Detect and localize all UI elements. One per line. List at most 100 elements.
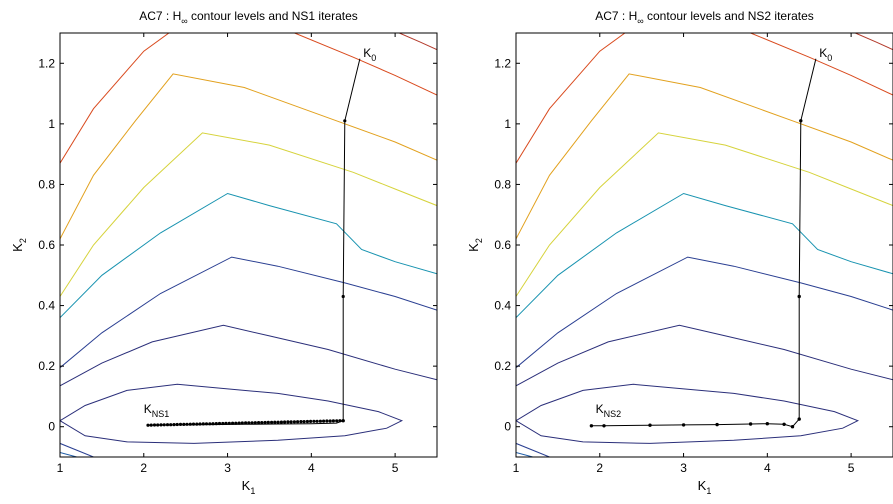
iterate-marker — [715, 422, 719, 427]
iterate-marker — [211, 422, 215, 426]
chart-1-title: AC7 : H∞ contour levels and NS1 iterates — [139, 9, 358, 26]
iterate-marker — [343, 119, 347, 123]
iterate-marker — [315, 419, 319, 423]
chart-2-ylabel: K2 — [466, 238, 484, 252]
iterate-marker — [299, 420, 303, 424]
contour-level-5 — [516, 132, 893, 297]
iterate-marker — [765, 422, 769, 426]
iterate-marker — [797, 417, 801, 421]
y-tick-label: 0 — [48, 420, 55, 434]
y-tick-label: 1.2 — [494, 56, 511, 70]
contour-level-1 — [60, 383, 404, 444]
annotation-final: KNS1 — [144, 402, 170, 419]
iterate-marker — [188, 422, 192, 426]
iterate-marker — [185, 422, 189, 426]
chart-2-xlabel: K1 — [698, 478, 712, 496]
iterate-marker — [309, 419, 313, 423]
iterate-marker — [240, 421, 244, 425]
x-tick-label: 2 — [140, 461, 147, 475]
contour-level-4 — [60, 192, 437, 319]
iterate-marker — [208, 422, 212, 426]
x-tick-label: 3 — [224, 461, 231, 475]
iterate-marker — [165, 423, 170, 427]
iterate-marker — [224, 421, 228, 425]
iterate-marker — [244, 421, 248, 425]
iterate-marker — [263, 420, 267, 425]
iterate-marker — [325, 419, 329, 423]
y-tick-label: 0.6 — [494, 238, 511, 252]
contour-level-2 — [60, 324, 437, 387]
iterate-marker — [790, 425, 795, 429]
contour-level-1 — [516, 383, 860, 444]
iterate-marker — [149, 423, 153, 427]
y-tick-label: 1 — [504, 117, 511, 131]
iterate-marker — [253, 421, 257, 425]
contour-level-3 — [60, 256, 437, 369]
iterate-marker — [322, 419, 326, 423]
iterates-path — [147, 58, 361, 426]
contour-level-5 — [60, 132, 437, 297]
iterate-marker — [152, 423, 157, 427]
y-tick-label: 0.4 — [38, 299, 55, 313]
iterate-marker — [328, 419, 332, 423]
contour-level-6 — [60, 73, 437, 240]
iterate-marker — [146, 423, 150, 427]
iterate-marker — [266, 420, 270, 424]
y-tick-label: 1 — [48, 117, 55, 131]
y-tick-label: 0.2 — [494, 359, 511, 373]
x-tick-label: 2 — [596, 461, 603, 475]
contour-level-7 — [60, 33, 170, 164]
y-tick-label: 0.8 — [38, 177, 55, 191]
iterate-marker — [318, 419, 322, 423]
iterate-marker — [234, 421, 238, 425]
iterate-marker — [305, 419, 309, 424]
iterate-marker — [227, 421, 231, 425]
iterate-marker — [279, 420, 283, 424]
chart-2-contours — [516, 33, 893, 457]
iterate-marker — [289, 420, 293, 424]
x-tick-label: 3 — [680, 461, 687, 475]
annotation-k0: K0 — [819, 46, 832, 63]
iterate-marker — [270, 420, 274, 424]
iterate-marker — [341, 419, 345, 423]
iterate-marker — [331, 419, 335, 423]
contour-level-9 — [399, 33, 437, 51]
x-tick-label: 1 — [57, 461, 64, 475]
iterate-marker — [175, 422, 179, 427]
x-tick-label: 4 — [764, 461, 771, 475]
iterate-marker — [797, 294, 801, 299]
iterate-marker — [681, 423, 686, 427]
chart-2: AC7 : H∞ contour levels and NS2 iterates… — [466, 9, 893, 496]
y-tick-label: 0.8 — [494, 177, 511, 191]
iterate-marker — [335, 419, 339, 423]
contour-level-7 — [516, 33, 626, 164]
iterate-marker — [182, 422, 186, 426]
iterate-marker — [201, 422, 205, 426]
x-tick-label: 1 — [513, 461, 520, 475]
chart-1-xlabel: K1 — [242, 478, 256, 496]
chart-2-axes-box — [515, 32, 893, 458]
x-tick-label: 5 — [392, 461, 399, 475]
iterate-marker — [302, 420, 306, 424]
iterate-marker — [159, 423, 163, 427]
y-tick-label: 0 — [504, 420, 511, 434]
iterate-marker — [312, 419, 316, 423]
iterates-path — [591, 58, 817, 428]
iterate-marker — [217, 421, 222, 426]
y-tick-label: 0.4 — [494, 299, 511, 313]
iterate-marker — [296, 420, 300, 424]
contour-level-4 — [516, 192, 893, 319]
contour-level-8 — [750, 33, 893, 96]
iterate-marker — [247, 421, 251, 425]
iterate-marker — [648, 423, 652, 427]
contour-level-2 — [516, 324, 893, 387]
iterate-marker — [273, 420, 277, 424]
iterate-marker — [178, 422, 183, 426]
contour-level-11 — [516, 442, 550, 457]
y-tick-label: 1.2 — [38, 56, 55, 70]
contour-level-3 — [516, 256, 893, 369]
contour-level-10 — [60, 452, 77, 457]
y-tick-label: 0.2 — [38, 359, 55, 373]
